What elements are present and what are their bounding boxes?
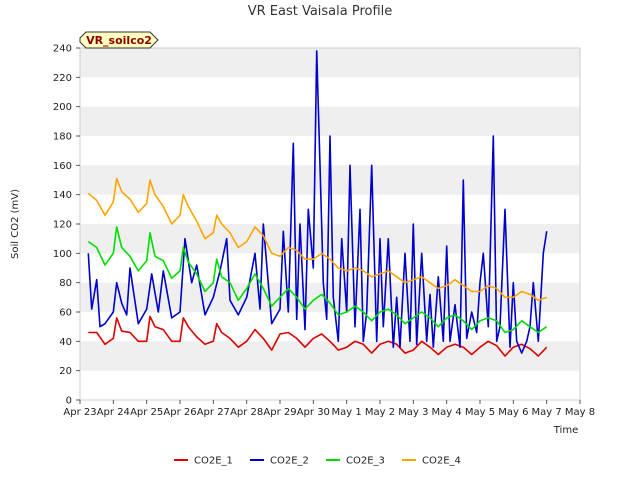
x-tick-label: Apr 29 [263,407,296,418]
x-tick-label: Apr 30 [297,407,330,418]
grid-band [80,106,580,136]
y-axis: 0 20 40 60 80 100 120 140 160 180 200 220 240 [53,44,80,407]
x-tick-label: May 1 [332,407,362,418]
y-axis-label: Soil CO2 (mV) [10,189,21,259]
x-tick-label: May 8 [565,407,595,418]
x-tick-label: Apr 24 [97,407,130,418]
x-tick-label: May 3 [398,407,428,418]
series-tag-text: VR_soilco2 [86,34,152,47]
y-tick-label: 240 [53,44,72,55]
y-tick-label: 160 [53,161,72,172]
chart-title: VR East Vaisala Profile [248,4,393,19]
y-tick-label: 40 [59,337,72,348]
grid-band [80,48,580,78]
legend-label: CO2E_4 [422,456,461,467]
x-tick-label: May 2 [365,407,395,418]
x-tick-label: Apr 26 [163,407,196,418]
series-tag: VR_soilco2 [79,31,159,49]
y-tick-label: 200 [53,102,72,113]
grid-band [80,224,580,254]
y-tick-label: 180 [53,132,72,143]
y-tick-label: 60 [59,308,72,319]
x-axis-label: Time [553,425,578,436]
x-tick-label: Apr 25 [130,407,163,418]
legend: CO2E_1 CO2E_2 CO2E_3 CO2E_4 [174,456,461,467]
series-tag-box [79,31,159,49]
y-tick-label: 220 [53,73,72,84]
y-tick-label: 0 [66,396,72,407]
x-tick-label: May 6 [498,407,528,418]
x-tick-label: May 5 [465,407,495,418]
y-tick-label: 20 [59,366,72,377]
x-tick-label: Apr 28 [230,407,263,418]
legend-label: CO2E_1 [194,456,233,467]
y-tick-label: 140 [53,190,72,201]
x-tick-label: Apr 23 [63,407,96,418]
series-line-co2e-1 [88,315,548,357]
y-tick-label: 100 [53,249,72,260]
y-tick-label: 80 [59,278,72,289]
series-lines [87,50,548,357]
series-line-co2e-4 [87,177,547,302]
legend-label: CO2E_3 [346,456,385,467]
x-axis: Apr 23 Apr 24 Apr 25 Apr 26 Apr 27 Apr 28 Apr … [63,400,595,418]
series-line-co2e-3 [87,226,548,334]
x-tick-label: Apr 27 [197,407,230,418]
x-tick-label: May 4 [432,407,462,418]
y-tick-label: 120 [53,220,72,231]
x-tick-label: May 7 [532,407,562,418]
legend-label: CO2E_2 [270,456,309,467]
